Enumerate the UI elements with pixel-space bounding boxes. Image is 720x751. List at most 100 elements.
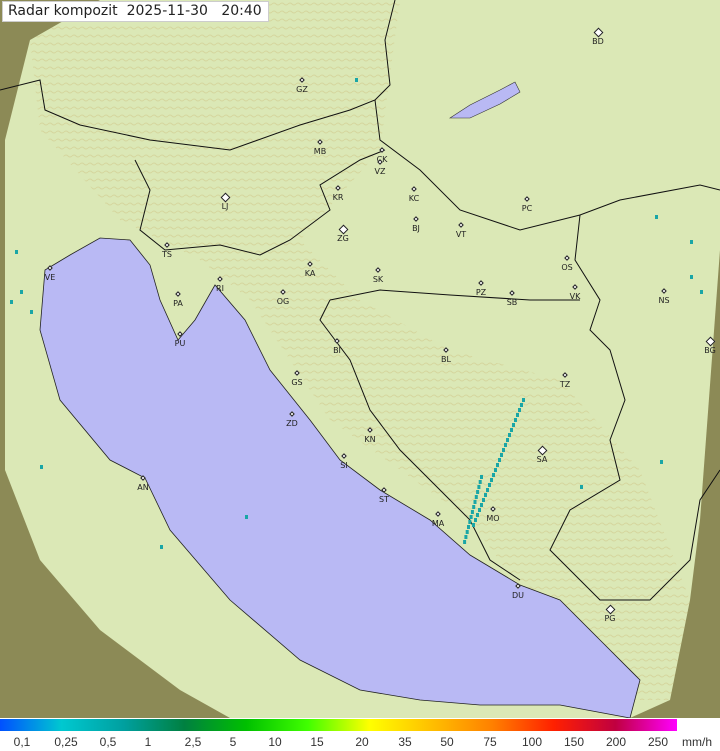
legend-label: 1 — [144, 735, 152, 749]
legend-label: 75 — [483, 735, 497, 749]
city-label: OS — [561, 263, 573, 272]
city-label: PG — [604, 614, 616, 623]
city-label: VK — [569, 292, 581, 301]
city-label: NS — [658, 296, 670, 305]
radar-echo — [467, 525, 470, 529]
radar-echo — [40, 465, 43, 469]
city-label: MB — [313, 147, 327, 156]
radar-echo — [478, 480, 482, 484]
map-title: Radar kompozit 2025-11-30 20:40 — [2, 1, 269, 22]
radar-echo — [480, 475, 483, 479]
city-label: MA — [431, 519, 445, 528]
title-date: 2025-11-30 — [126, 3, 208, 19]
radar-echo — [473, 500, 477, 504]
radar-echo — [472, 523, 475, 527]
radar-echo — [496, 463, 499, 467]
legend-label: 150 — [563, 735, 585, 749]
city-label: GS — [291, 378, 303, 387]
radar-echo — [655, 215, 658, 219]
radar-echo — [502, 448, 505, 452]
radar-echo — [498, 458, 501, 462]
radar-echo — [15, 250, 18, 254]
legend-label: 5 — [229, 735, 237, 749]
city-label: KC — [408, 194, 420, 203]
radar-echo — [20, 290, 23, 294]
radar-map — [0, 0, 720, 718]
city-label: BJ — [412, 224, 420, 233]
legend-label: 0,1 — [13, 735, 31, 749]
radar-echo — [464, 535, 468, 539]
city-label: KR — [332, 193, 344, 202]
city-label: PC — [521, 204, 533, 213]
title-text: Radar kompozit — [8, 3, 118, 19]
city-label: PU — [174, 339, 186, 348]
legend-label: 0,5 — [99, 735, 117, 749]
radar-echo — [478, 508, 481, 512]
legend-label: 0,25 — [54, 735, 78, 749]
radar-echo — [494, 468, 497, 472]
radar-echo — [490, 478, 493, 482]
city-label: TZ — [559, 380, 571, 389]
radar-echo — [500, 453, 503, 457]
radar-echo — [514, 418, 517, 422]
radar-echo — [690, 275, 693, 279]
city-label: VE — [44, 273, 56, 282]
radar-echo — [516, 413, 519, 417]
legend-label: 200 — [605, 735, 627, 749]
title-time: 20:40 — [221, 3, 262, 19]
radar-echo — [477, 485, 481, 489]
mountain-texture — [30, 0, 690, 700]
radar-echo — [700, 290, 703, 294]
city-label: CK — [376, 155, 388, 164]
city-label: BI — [333, 346, 341, 355]
city-label: TS — [162, 250, 172, 259]
city-label: DU — [511, 591, 525, 600]
radar-echo — [660, 460, 663, 464]
radar-echo — [506, 438, 509, 442]
city-label: OG — [276, 297, 290, 306]
city-label: KA — [304, 269, 316, 278]
city-label: PZ — [475, 288, 487, 297]
lake-balaton — [448, 81, 521, 119]
city-label: LJ — [221, 202, 229, 211]
radar-echo — [518, 408, 521, 412]
radar-echo — [504, 443, 507, 447]
radar-echo — [469, 515, 473, 519]
city-label: ST — [379, 495, 389, 504]
radar-echo — [482, 498, 485, 502]
radar-echo — [474, 495, 478, 499]
country-borders — [0, 0, 720, 601]
legend-label: 50 — [440, 735, 454, 749]
city-label: VT — [455, 230, 467, 239]
legend-label: 250 — [647, 735, 669, 749]
city-label: ZG — [337, 234, 349, 243]
city-label: GZ — [296, 85, 308, 94]
radar-echo — [10, 300, 13, 304]
city-label: RI — [216, 284, 224, 293]
radar-echo — [30, 310, 33, 314]
radar-echo — [476, 513, 479, 517]
radar-echo — [474, 518, 477, 522]
radar-echo — [476, 490, 480, 494]
city-label: SI — [340, 461, 348, 470]
radar-echo — [465, 530, 469, 534]
radar-echo — [492, 473, 495, 477]
radar-echo — [512, 423, 515, 427]
radar-echo — [463, 540, 467, 544]
city-label: VZ — [374, 167, 386, 176]
radar-echo — [580, 485, 583, 489]
city-label: SB — [506, 298, 518, 307]
radar-echo — [486, 488, 489, 492]
radar-echoes — [10, 78, 703, 549]
city-label: PA — [173, 299, 183, 308]
radar-echo — [510, 428, 513, 432]
city-label: MO — [486, 514, 500, 523]
city-label: SA — [536, 455, 548, 464]
city-label: BG — [704, 346, 716, 355]
legend-label: 20 — [355, 735, 369, 749]
radar-echo — [488, 483, 491, 487]
legend-unit: mm/h — [682, 735, 712, 749]
radar-echo — [355, 78, 358, 82]
precipitation-legend-labels: 0,1 0,25 0,5 1 2,5 5 10 15 20 35 50 75 100 150 200 250 m… — [0, 735, 720, 751]
radar-echo — [522, 398, 525, 402]
